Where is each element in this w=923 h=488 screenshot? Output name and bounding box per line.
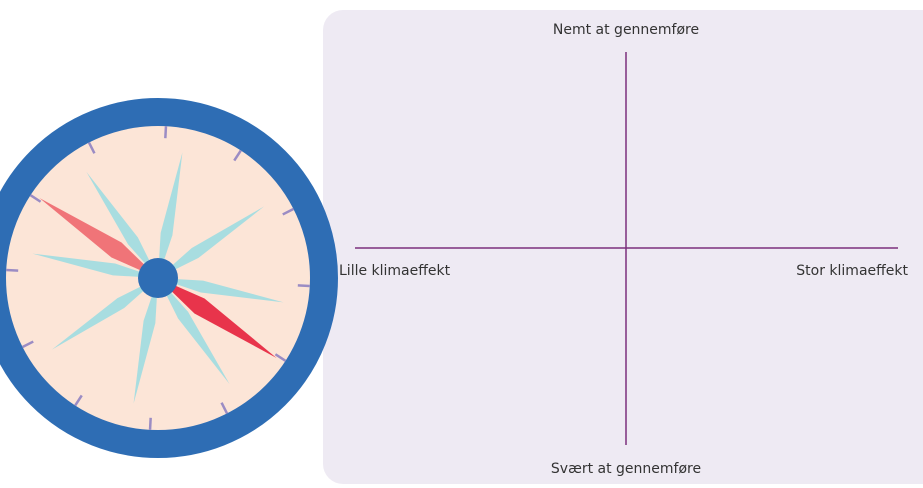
- compass-hub: [138, 258, 178, 298]
- compass: [0, 98, 338, 458]
- compass-ray: [32, 253, 159, 278]
- compass-tick: [148, 417, 152, 430]
- compass-ray: [133, 278, 158, 404]
- matrix-panel: [323, 10, 923, 484]
- compass-ray: [158, 278, 284, 303]
- bottom-label: Svært at gennemføre: [551, 461, 701, 477]
- compass-ray: [158, 152, 183, 278]
- compass-tick: [74, 394, 83, 407]
- needle-north: [39, 198, 158, 278]
- top-label: Nemt at gennemføre: [553, 22, 699, 38]
- needle-south: [158, 278, 277, 358]
- right-label: Stor klimaeffekt: [796, 263, 908, 279]
- compass-ray: [158, 278, 230, 385]
- compass-tick: [29, 194, 42, 203]
- compass-tick: [282, 207, 295, 216]
- compass-ray: [86, 171, 158, 278]
- compass-tick: [220, 402, 229, 415]
- compass-ray: [158, 206, 265, 278]
- compass-tick: [87, 141, 96, 154]
- compass-ray: [51, 278, 158, 350]
- compass-tick: [6, 268, 19, 272]
- compass-tick: [21, 340, 34, 349]
- compass-tick: [297, 284, 310, 288]
- compass-tick: [274, 353, 287, 362]
- compass-tick: [233, 149, 242, 162]
- compass-tick: [164, 126, 168, 139]
- left-label: Lille klimaeffekt: [339, 263, 451, 279]
